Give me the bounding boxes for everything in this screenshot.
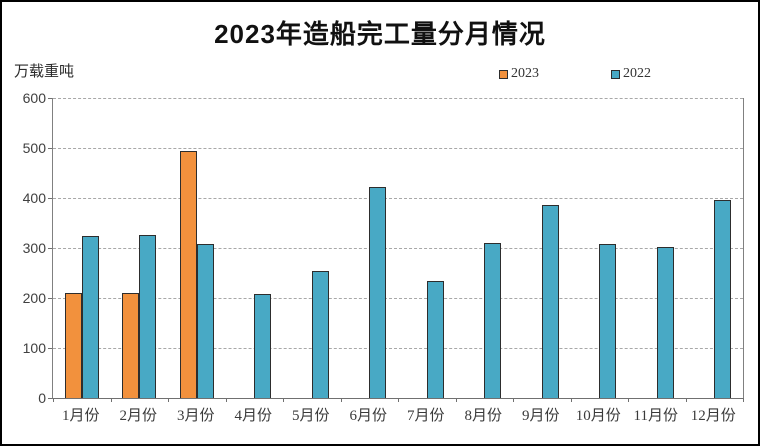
category-group-4 [226, 98, 284, 398]
bar-2022-3月份 [196, 244, 214, 398]
category-group-3 [168, 98, 226, 398]
bar-2022-4月份 [254, 293, 272, 398]
bar-2023-1月份 [64, 292, 82, 398]
x-category-label-8: 8月份 [464, 408, 502, 424]
x-category-label-4: 4月份 [234, 408, 272, 424]
y-tick-label-600: 600 [22, 90, 46, 106]
bar-2022-2月份 [139, 234, 157, 398]
bar-2022-1月份 [81, 235, 99, 398]
x-tick-mark-4 [283, 398, 284, 402]
category-group-11 [628, 98, 686, 398]
legend-label-2023: 2023 [511, 66, 539, 81]
x-category-label-7: 7月份 [406, 408, 445, 424]
x-category-label-12: 12月份 [690, 408, 736, 424]
x-tick-mark-8 [513, 398, 514, 402]
bar-2022-8月份 [484, 243, 502, 398]
legend: 2023 2022 [499, 66, 651, 82]
y-axis-unit-label: 万载重吨 [14, 64, 75, 80]
y-tick-label-200: 200 [22, 290, 46, 306]
category-group-5 [283, 98, 341, 398]
x-tick-mark-5 [340, 398, 342, 402]
legend-item-2022: 2022 [611, 66, 651, 82]
x-category-label-11: 11月份 [633, 408, 678, 424]
x-category-label-5: 5月份 [291, 408, 330, 424]
bar-2022-6月份 [369, 187, 387, 398]
y-tick-mark-200 [48, 298, 52, 299]
bar-2022-5月份 [311, 270, 329, 398]
y-tick-mark-500 [48, 148, 52, 149]
x-category-label-3: 3月份 [176, 408, 215, 424]
y-tick-label-300: 300 [22, 240, 46, 256]
x-category-label-2: 2月份 [119, 408, 157, 424]
category-group-10 [571, 98, 629, 398]
x-tick-mark-0 [53, 398, 54, 402]
x-tick-mark-9 [570, 398, 572, 402]
y-tick-mark-400 [48, 198, 52, 199]
x-category-label-6: 6月份 [349, 408, 387, 424]
x-tick-mark-11 [685, 398, 687, 402]
legend-swatch-2023 [499, 69, 508, 79]
gridline-600 [53, 98, 743, 99]
y-tick-label-400: 400 [22, 190, 46, 206]
bar-2022-10月份 [599, 244, 617, 398]
x-tick-mark-2 [168, 398, 169, 402]
gridline-400 [53, 198, 743, 199]
category-group-1 [53, 98, 111, 398]
gridline-300 [53, 248, 743, 249]
y-tick-mark-300 [48, 248, 52, 249]
category-group-7 [398, 98, 456, 398]
bar-2023-2月份 [122, 292, 140, 398]
x-tick-mark-3 [225, 398, 227, 402]
y-tick-label-100: 100 [22, 340, 46, 356]
chart-title: 2023年造船完工量分月情况 [214, 19, 546, 49]
legend-item-2023: 2023 [499, 66, 539, 82]
bar-2022-9月份 [541, 205, 559, 398]
x-axis-labels: 1月份 2月份 3月份 4月份 5月份 6月份 7月份 8月份 9月份 10月份 11月份 12月份 [52, 404, 742, 426]
x-tick-mark-6 [398, 398, 399, 402]
gridline-500 [53, 148, 743, 149]
bar-2022-11月份 [656, 246, 674, 398]
x-category-label-10: 10月份 [575, 408, 621, 424]
legend-label-2022: 2022 [623, 66, 651, 81]
plot-area [48, 98, 744, 402]
bar-2022-12月份 [714, 199, 732, 398]
x-tick-mark-1 [110, 398, 112, 402]
category-group-9 [513, 98, 571, 398]
x-category-label-1: 1月份 [61, 408, 100, 424]
x-tick-mark-12 [743, 398, 744, 402]
x-tick-mark-7 [455, 398, 457, 402]
gridline-100 [53, 348, 743, 349]
y-tick-label-500: 500 [22, 140, 46, 156]
y-tick-mark-0 [48, 398, 52, 399]
category-group-12 [686, 98, 744, 398]
category-group-6 [341, 98, 399, 398]
legend-swatch-2022 [611, 69, 620, 79]
category-group-2 [111, 98, 169, 398]
bar-2023-3月份 [179, 150, 197, 398]
y-tick-mark-600 [48, 98, 52, 99]
x-category-label-9: 9月份 [521, 408, 560, 424]
category-group-8 [456, 98, 514, 398]
y-axis-labels: 0 100 200 300 400 500 600 [2, 90, 46, 406]
y-tick-mark-100 [48, 348, 52, 349]
gridline-200 [53, 298, 743, 299]
y-tick-label-0: 0 [38, 390, 46, 406]
x-tick-mark-10 [628, 398, 629, 402]
bar-2022-7月份 [426, 280, 444, 398]
